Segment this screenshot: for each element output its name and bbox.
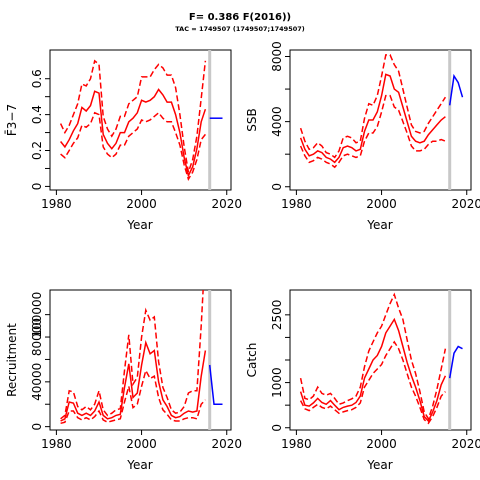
panel-ssb: 1980 2000 2020 0 4000 8000 Year SSB xyxy=(245,41,480,232)
series-line-forecast xyxy=(208,364,223,405)
plot-frame xyxy=(49,49,232,191)
x-tick-label: 2020 xyxy=(211,197,242,211)
plot-frame xyxy=(289,49,472,191)
y-axis-label: Catch xyxy=(245,343,259,378)
panel-catch: 1980 2000 2020 0 1000 2500 Year Catch xyxy=(245,289,480,472)
plot-area: 1980 2000 2020 0 1000 2500 xyxy=(270,290,480,451)
y-tick-label: 0 xyxy=(30,183,44,191)
x-tick-label: 2020 xyxy=(451,197,480,211)
y-tick-label: 4000 xyxy=(270,106,284,137)
y-tick-label: 0 xyxy=(270,424,284,432)
x-axis-label: Year xyxy=(366,458,392,472)
plot-frame xyxy=(289,289,472,431)
series-line-bound-2 xyxy=(299,340,446,425)
x-tick-label: 1980 xyxy=(41,197,72,211)
series-line-estimate xyxy=(299,73,446,164)
series-line-estimate xyxy=(60,88,207,178)
series-line-forecast xyxy=(448,73,464,106)
x-tick-label: 2020 xyxy=(451,437,480,451)
y-axis-label: F̄3−7 xyxy=(5,104,19,136)
y-tick-label: 0 xyxy=(30,423,44,431)
series-line-bound-1 xyxy=(60,290,204,420)
y-tick-label: 100000 xyxy=(30,292,44,338)
plot-area: 1980 2000 2020 0 0.2 0.4 0.6 xyxy=(30,50,242,211)
y-tick-label: 0.4 xyxy=(30,105,44,124)
figure-title: F= 0.386 F(2016)) xyxy=(189,12,291,23)
y-axis-label: Recruitment xyxy=(5,323,19,397)
x-axis-label: Year xyxy=(366,218,392,232)
figure-subtitle: TAC = 1749507 (1749507;1749507) xyxy=(175,25,305,33)
y-tick-label: 2500 xyxy=(270,300,284,331)
y-tick-label: 40000 xyxy=(30,363,44,401)
x-axis-label: Year xyxy=(126,458,152,472)
y-tick-label: 8000 xyxy=(270,41,284,72)
x-tick-label: 2000 xyxy=(366,437,397,451)
x-tick-label: 2000 xyxy=(126,197,157,211)
x-tick-label: 1980 xyxy=(41,437,72,451)
x-tick-label: 2000 xyxy=(126,437,157,451)
y-tick-label: 0.6 xyxy=(30,69,44,88)
series-line-bound-2 xyxy=(299,94,446,169)
x-tick-label: 2000 xyxy=(366,197,397,211)
series-line-bound-2 xyxy=(60,368,206,425)
x-tick-label: 1980 xyxy=(281,437,312,451)
y-tick-label: 0 xyxy=(270,183,284,191)
series-line-estimate xyxy=(299,317,447,423)
x-tick-label: 2020 xyxy=(211,437,242,451)
x-axis-label: Year xyxy=(126,218,152,232)
x-tick-label: 1980 xyxy=(281,197,312,211)
series-line-bound-2 xyxy=(60,111,206,182)
y-axis-label: SSB xyxy=(245,108,259,131)
plot-frame xyxy=(49,289,232,431)
y-tick-label: 0.2 xyxy=(30,141,44,160)
series-line-forecast xyxy=(448,345,463,379)
series-line-estimate xyxy=(60,339,207,422)
series-line-bound-1 xyxy=(59,59,207,173)
series-line-bound-1 xyxy=(299,292,447,421)
panel-fbar: 1980 2000 2020 0 0.2 0.4 0.6 Year F̄3−7 xyxy=(5,49,242,232)
y-tick-label: 80000 xyxy=(30,318,44,356)
plot-area: 1980 2000 2020 0 4000 8000 xyxy=(270,41,480,211)
y-tick-label: 1000 xyxy=(270,367,284,398)
